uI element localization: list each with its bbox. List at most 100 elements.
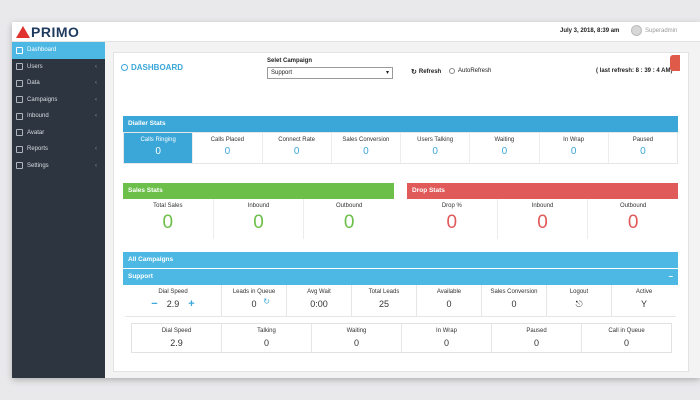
dashboard-icon — [121, 64, 128, 71]
all-campaigns-header: All Campaigns — [123, 252, 678, 268]
campaign-stats-row-1: Dial Speed − 2.9 + Leads in Queue 0 ↻ Av… — [125, 285, 676, 317]
stat-value: 0 — [263, 338, 269, 348]
sidebar-item-label: Users — [27, 63, 43, 70]
reset-icon[interactable]: ↻ — [263, 297, 270, 306]
stat-drop-outbound: Outbound 0 — [588, 199, 678, 239]
settings-icon — [16, 162, 23, 170]
app-window: PRIMO July 3, 2018, 8:39 am Superadmin D… — [12, 22, 700, 378]
stat-connect-rate: Connect Rate 0 — [263, 133, 332, 163]
available-cell: Available 0 — [417, 285, 482, 316]
stat-label: Connect Rate — [278, 137, 315, 143]
sales-conversion-value: 0 — [511, 299, 517, 309]
available-value: 0 — [446, 299, 452, 309]
logo[interactable]: PRIMO — [16, 23, 79, 41]
stat-calls-placed: Calls Placed 0 — [193, 133, 263, 163]
page-title: DASHBOARD — [121, 63, 183, 72]
avatar-icon — [16, 129, 23, 137]
stat-value: 0 — [293, 146, 300, 157]
stat-label: Calls Ringing — [140, 137, 176, 143]
decrease-button[interactable]: − — [151, 298, 158, 310]
paused-cell: Paused 0 — [492, 324, 582, 352]
sidebar-item-users[interactable]: Users ‹ — [12, 59, 105, 76]
sidebar-item-label: Avatar — [27, 129, 45, 136]
stat-value: 0 — [253, 212, 264, 233]
stat-value: 0 — [224, 146, 231, 157]
stat-label: Users Talking — [417, 137, 454, 143]
sidebar-item-inbound[interactable]: Inbound ‹ — [12, 108, 105, 125]
stat-value: 0 — [443, 338, 449, 348]
leads-in-queue-cell: Leads in Queue 0 ↻ — [222, 285, 287, 316]
dial-speed-label: Dial Speed — [158, 289, 188, 295]
campaign-select[interactable]: Support ▾ — [267, 67, 393, 79]
stat-value: 0 — [446, 212, 458, 233]
stat-label: Drop % — [441, 203, 462, 209]
stat-label: In Wrap — [563, 137, 585, 143]
total-leads-value: 25 — [378, 299, 389, 309]
stat-label: Talking — [257, 328, 276, 334]
campaigns-icon — [16, 96, 23, 104]
stat-sales-outbound: Outbound 0 — [304, 199, 394, 239]
users-icon — [16, 63, 23, 71]
user-menu[interactable]: Superadmin — [631, 25, 677, 36]
autorefresh-label: AutoRefresh — [458, 68, 492, 74]
top-bar: PRIMO July 3, 2018, 8:39 am Superadmin — [12, 22, 700, 42]
stat-label: Dial Speed — [161, 328, 192, 334]
leads-in-queue-value: 0 — [251, 299, 257, 309]
sidebar-item-label: Reports — [27, 146, 49, 153]
last-refresh-text: ( last refresh: 8 : 39 : 4 AM) — [596, 68, 673, 74]
dialler-stats-header: Dialler Stats — [123, 116, 678, 132]
stat-in-wrap: In Wrap 0 — [540, 133, 609, 163]
support-campaign-header[interactable]: Support − — [123, 269, 678, 285]
campaign-stats-row-2: Dial Speed 2.9 Talking 0 Waiting 0 In Wr… — [131, 323, 672, 353]
stat-sales-conversion: Sales Conversion 0 — [332, 133, 401, 163]
chevron-left-icon: ‹ — [95, 113, 97, 120]
refresh-button[interactable]: ↻ Refresh — [411, 68, 441, 76]
radio-icon — [449, 68, 455, 74]
sales-conversion-label: Sales Conversion — [490, 289, 538, 295]
talking-cell: Talking 0 — [222, 324, 312, 352]
sidebar-item-label: Dashboard — [27, 47, 57, 54]
stat-label: Outbound — [336, 203, 363, 209]
page-title-text: DASHBOARD — [131, 63, 183, 72]
stat-label: Sales Conversion — [342, 137, 390, 143]
dashboard-panel: DASHBOARD Selet Campaign Support ▾ ↻ Ref… — [113, 52, 689, 372]
sidebar-item-avatar[interactable]: Avatar — [12, 125, 105, 142]
in-wrap-cell: In Wrap 0 — [402, 324, 492, 352]
call-in-queue-cell: Call in Queue 0 — [582, 324, 671, 352]
stat-label: Waiting — [494, 137, 515, 143]
active-label: Active — [635, 289, 653, 295]
sidebar-item-dashboard[interactable]: Dashboard — [12, 42, 110, 59]
sales-stats-header: Sales Stats — [123, 183, 394, 199]
sidebar-item-settings[interactable]: Settings ‹ — [12, 158, 105, 175]
campaign-select-label: Selet Campaign — [267, 58, 313, 64]
drop-stats-header: Drop Stats — [407, 183, 678, 199]
stat-value: 0 — [570, 146, 577, 157]
stat-label: In Wrap — [436, 328, 457, 334]
stat-total-sales: Total Sales 0 — [123, 199, 214, 239]
collapse-icon[interactable]: − — [668, 272, 673, 281]
logout-icon[interactable]: ⎋ — [575, 299, 583, 309]
sidebar-item-label: Settings — [27, 162, 49, 169]
inbound-icon — [16, 112, 23, 120]
increase-button[interactable]: + — [188, 298, 195, 310]
logout-label: Logout — [569, 289, 589, 295]
stat-value: 0 — [343, 212, 355, 233]
chevron-left-icon: ‹ — [95, 80, 97, 87]
active-value: Y — [640, 299, 647, 309]
sidebar-item-reports[interactable]: Reports ‹ — [12, 141, 105, 158]
main-content: DASHBOARD Selet Campaign Support ▾ ↻ Ref… — [105, 42, 700, 378]
stat-drop-inbound: Inbound 0 — [498, 199, 589, 239]
refresh-icon: ↻ — [411, 69, 417, 76]
sidebar-item-campaigns[interactable]: Campaigns ‹ — [12, 92, 105, 109]
autorefresh-radio[interactable]: AutoRefresh — [449, 68, 491, 74]
sidebar-item-data[interactable]: Data ‹ — [12, 75, 105, 92]
avg-wait-value: 0:00 — [310, 299, 328, 309]
available-label: Available — [436, 289, 462, 295]
current-datetime: July 3, 2018, 8:39 am — [560, 28, 620, 34]
data-icon — [16, 79, 23, 87]
dial-speed-stepper[interactable]: − 2.9 + — [125, 298, 221, 310]
chevron-left-icon: ‹ — [95, 146, 97, 153]
logout-cell: Logout ⎋ — [547, 285, 612, 316]
total-leads-cell: Total Leads 25 — [352, 285, 417, 316]
settings-drawer-tab[interactable] — [670, 55, 680, 71]
